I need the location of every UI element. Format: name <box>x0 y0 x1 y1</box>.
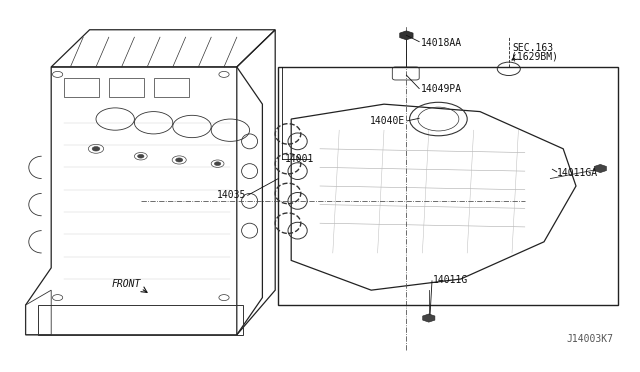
Text: SEC.163: SEC.163 <box>512 44 553 53</box>
Text: 14049PA: 14049PA <box>421 84 462 94</box>
Circle shape <box>138 154 144 158</box>
Text: J14003K7: J14003K7 <box>566 334 613 344</box>
Bar <box>278 67 618 305</box>
Bar <box>109 78 144 97</box>
Bar <box>64 78 99 97</box>
Bar <box>154 78 189 97</box>
Text: 14011G: 14011G <box>433 275 468 285</box>
Circle shape <box>214 162 221 166</box>
Circle shape <box>92 147 100 151</box>
Text: 14018AA: 14018AA <box>421 38 462 48</box>
Circle shape <box>175 158 183 162</box>
Text: 14011GA: 14011GA <box>557 168 598 178</box>
Text: (1629BM): (1629BM) <box>511 52 557 61</box>
Text: 14001: 14001 <box>285 154 314 164</box>
Text: 14040E: 14040E <box>370 116 405 126</box>
Text: 14035: 14035 <box>216 190 246 200</box>
Text: FRONT: FRONT <box>112 279 141 289</box>
